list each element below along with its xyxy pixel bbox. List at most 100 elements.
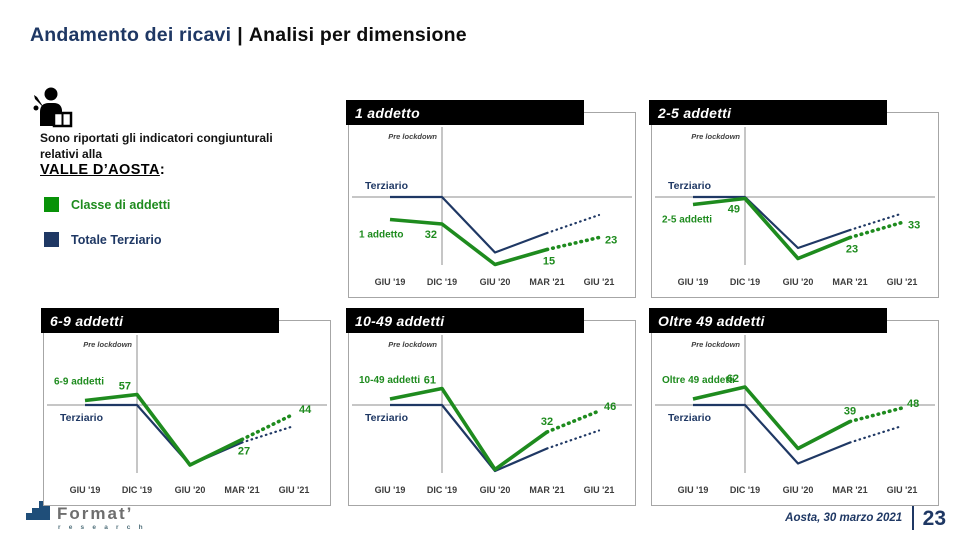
page-title-primary: Andamento dei ricavi	[30, 24, 232, 46]
line-chart: Pre lockdown Terziario 1 addetto 32 15 23 GIU …	[352, 127, 632, 287]
x-tick-label: GIU '21	[279, 485, 310, 495]
terziario-line-solid	[390, 403, 548, 473]
x-tick-label: MAR '21	[832, 277, 867, 287]
value-label-46: 46	[604, 401, 616, 413]
legend-swatch-green	[44, 197, 59, 212]
value-label-23: 23	[605, 235, 617, 247]
chart-title-bar: 10-49 addetti	[346, 308, 584, 333]
chart-title: Oltre 49 addetti	[658, 312, 765, 329]
line-chart: Pre lockdown Terziario 6-9 addetti 57 27 44 GI…	[47, 335, 327, 495]
chart-title: 2-5 addetti	[658, 104, 732, 121]
value-label-32: 32	[425, 229, 437, 241]
x-tick-label: GIU '20	[783, 277, 814, 287]
value-label-27: 27	[238, 446, 250, 458]
x-tick-label: DIC '19	[122, 485, 152, 495]
value-label-49: 49	[728, 204, 740, 216]
chart-title-bar: 2-5 addetti	[649, 100, 887, 125]
chart-panel-6-9-addetti: 6-9 addetti Pre lockdown Terziario 6-9 add…	[41, 308, 333, 508]
x-tick-label: GIU '19	[375, 485, 406, 495]
chart-panel-1-addetto: 1 addetto Pre lockdown Terziario 1 addetto…	[346, 100, 638, 300]
x-tick-label: GIU '19	[678, 485, 709, 495]
pre-lockdown-label: Pre lockdown	[388, 132, 437, 141]
terziario-line-solid	[693, 195, 851, 250]
value-label-15: 15	[543, 256, 555, 268]
x-tick-label: MAR '21	[529, 277, 564, 287]
sidebar-region-name: VALLE D’AOSTA	[40, 162, 160, 178]
x-tick-label: DIC '19	[427, 277, 457, 287]
x-tick-label: GIU '20	[175, 485, 206, 495]
value-label-33: 33	[908, 220, 920, 232]
value-label-61: 61	[424, 375, 436, 387]
terziario-series-label: Terziario	[365, 180, 408, 192]
legend-label-classe: Classe di addetti	[71, 197, 171, 212]
page-number: 23	[922, 506, 946, 530]
x-tick-label: GIU '19	[70, 485, 101, 495]
class-series-label: 2-5 addetti	[662, 215, 712, 226]
class-line-solid	[84, 392, 243, 467]
chart-plot-area: Pre lockdown Terziario 6-9 addetti 57 27 44 GI…	[43, 320, 331, 506]
terziario-line-solid	[390, 195, 548, 254]
class-line-solid	[692, 385, 851, 451]
page-title-secondary: Analisi per dimensione	[248, 24, 467, 46]
class-line-solid	[389, 217, 548, 267]
sidebar-region-line: VALLE D’AOSTA:	[40, 162, 165, 178]
class-line-forecast	[545, 235, 601, 252]
terziario-series-label: Terziario	[60, 412, 103, 424]
footer-divider	[912, 506, 914, 530]
pre-lockdown-label: Pre lockdown	[388, 340, 437, 349]
terziario-series-label: Terziario	[668, 180, 711, 192]
value-label-57: 57	[119, 381, 131, 393]
chart-title: 10-49 addetti	[355, 312, 445, 329]
legend-label-terziario: Totale Terziario	[71, 232, 162, 247]
terziario-line-forecast	[545, 213, 601, 235]
x-tick-label: MAR '21	[832, 485, 867, 495]
sidebar-intro-text: Sono riportati gli indicatori congiuntur…	[40, 131, 273, 161]
chart-title: 1 addetto	[355, 104, 420, 121]
value-label-39: 39	[844, 406, 856, 418]
chart-plot-area: Pre lockdown Terziario 10-49 addetti 61 32 46…	[348, 320, 636, 506]
chart-plot-area: Pre lockdown Terziario Oltre 49 addetti 62 3…	[651, 320, 939, 506]
x-tick-label: DIC '19	[427, 485, 457, 495]
pre-lockdown-label: Pre lockdown	[83, 340, 132, 349]
chart-panel-2-5-addetti: 2-5 addetti Pre lockdown Terziario 2-5 add…	[649, 100, 941, 300]
terziario-line-forecast	[848, 212, 904, 232]
format-logo-subtext: r e s e a r c h	[58, 524, 146, 531]
legend-swatch-navy	[44, 232, 59, 247]
terziario-series-label: Terziario	[365, 412, 408, 424]
format-research-logo: Format’ r e s e a r c h	[24, 498, 174, 531]
x-tick-label: DIC '19	[730, 277, 760, 287]
terziario-line-solid	[693, 403, 851, 465]
x-tick-label: GIU '21	[584, 277, 615, 287]
value-label-23: 23	[846, 244, 858, 256]
class-series-label: 6-9 addetti	[54, 377, 104, 388]
x-tick-label: MAR '21	[224, 485, 259, 495]
class-line-forecast	[848, 220, 904, 240]
pre-lockdown-label: Pre lockdown	[691, 132, 740, 141]
terziario-line-forecast	[848, 424, 904, 444]
terziario-line-forecast	[240, 424, 296, 444]
value-label-32: 32	[541, 416, 553, 428]
x-tick-label: DIC '19	[730, 485, 760, 495]
terziario-line-forecast	[545, 429, 601, 450]
sidebar-region-colon: :	[159, 162, 166, 178]
value-label-44: 44	[299, 404, 312, 416]
chart-title-bar: 6-9 addetti	[41, 308, 279, 333]
format-logo-icon	[26, 501, 50, 520]
footer-date: Aosta, 30 marzo 2021	[785, 512, 903, 524]
x-tick-label: GIU '20	[783, 485, 814, 495]
class-line-forecast	[545, 409, 601, 434]
class-series-label: 1 addetto	[359, 230, 403, 241]
terziario-line-solid	[85, 403, 243, 467]
value-label-62: 62	[727, 373, 739, 385]
chart-plot-area: Pre lockdown Terziario 2-5 addetti 49 23 33 GI…	[651, 112, 939, 298]
x-tick-label: GIU '21	[584, 485, 615, 495]
chart-title-bar: 1 addetto	[346, 100, 584, 125]
terziario-series-label: Terziario	[668, 412, 711, 424]
chart-title: 6-9 addetti	[50, 312, 124, 329]
x-tick-label: GIU '21	[887, 277, 918, 287]
chart-panel-10-49-addetti: 10-49 addetti Pre lockdown Terziario 10-49…	[346, 308, 638, 508]
class-line-forecast	[848, 406, 904, 424]
legend-item-classe-di-addetti: Classe di addetti	[44, 197, 170, 212]
page-title-separator: |	[237, 24, 243, 46]
